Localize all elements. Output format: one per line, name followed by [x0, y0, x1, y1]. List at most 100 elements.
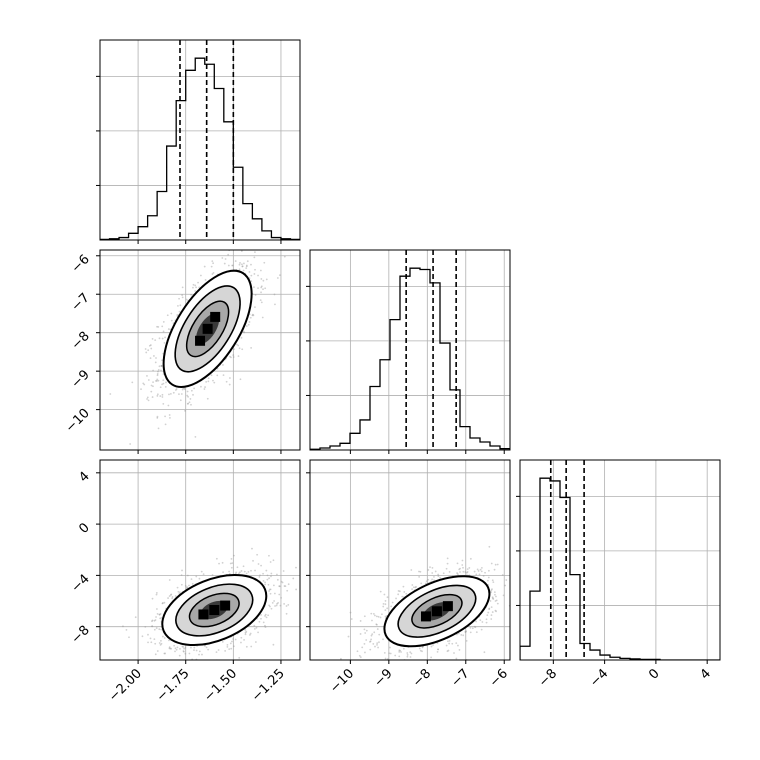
x-tick-label: 4 [698, 666, 714, 682]
scatter-point [151, 337, 154, 340]
density-peak [210, 311, 221, 322]
scatter-point [190, 389, 193, 392]
scatter-point [269, 588, 272, 591]
density-peak [431, 606, 442, 617]
scatter-point [451, 642, 454, 645]
scatter-point [239, 262, 241, 264]
scatter-point [229, 355, 231, 358]
scatter-point [369, 641, 371, 643]
scatter-point [151, 620, 153, 623]
scatter-point [477, 570, 480, 572]
scatter-point [268, 604, 271, 607]
scatter-point [194, 290, 197, 292]
scatter-point [461, 564, 464, 566]
scatter-point [167, 328, 170, 330]
scatter-point [234, 260, 237, 262]
scatter-point [168, 579, 171, 581]
scatter-point [156, 608, 158, 610]
scatter-point [212, 379, 214, 382]
scatter-point [437, 573, 440, 576]
histogram-panel-2 [516, 459, 721, 661]
scatter-point [147, 399, 150, 402]
scatter-point [426, 666, 428, 668]
scatter-point [216, 374, 219, 377]
scatter-point [395, 597, 397, 600]
scatter-point [238, 268, 241, 271]
scatter-point [174, 650, 176, 653]
scatter-point [161, 635, 164, 638]
scatter-point [488, 545, 491, 548]
scatter-panel-2-0 [99, 459, 301, 661]
scatter-point [464, 630, 467, 633]
scatter-point [364, 632, 367, 634]
scatter-point [247, 323, 250, 326]
scatter-point [147, 641, 149, 644]
scatter-point [176, 586, 179, 589]
scatter-point [190, 293, 193, 296]
scatter-point [240, 336, 243, 339]
scatter-point [398, 649, 401, 652]
axes-frame [519, 459, 721, 661]
axes-frame [99, 459, 301, 661]
scatter-point [429, 566, 431, 569]
scatter-point [253, 627, 256, 630]
scatter-point [174, 389, 177, 391]
scatter-point [257, 631, 259, 634]
scatter-point [155, 592, 158, 594]
scatter-point [160, 628, 163, 631]
scatter-point [376, 628, 379, 630]
scatter-point [238, 656, 241, 659]
scatter-point [169, 594, 172, 596]
scatter-point [493, 568, 496, 571]
scatter-point [191, 582, 194, 585]
scatter-point [269, 592, 272, 595]
scatter-point [160, 365, 163, 368]
scatter-point [384, 600, 387, 602]
scatter-point [485, 618, 488, 621]
scatter-point [229, 248, 231, 250]
scatter-point [468, 567, 471, 569]
scatter-point [502, 594, 505, 597]
scatter-point [259, 236, 261, 238]
scatter-point [180, 393, 183, 395]
scatter-point [368, 674, 370, 676]
y-tick-label: 0 [76, 520, 92, 536]
scatter-point [390, 605, 393, 608]
axes-frame [309, 459, 511, 661]
scatter-point [276, 573, 278, 576]
scatter-point [445, 567, 448, 570]
scatter-point [178, 297, 180, 300]
scatter-point [226, 645, 229, 648]
scatter-point [243, 262, 245, 265]
scatter-point [151, 597, 154, 600]
scatter-point [178, 393, 180, 396]
scatter-point [271, 601, 274, 604]
scatter-point [241, 265, 244, 268]
scatter-point [490, 606, 493, 609]
scatter-point [459, 567, 461, 570]
scatter-point [486, 579, 489, 582]
scatter-point [146, 398, 148, 400]
scatter-point [168, 647, 171, 650]
scatter-point [157, 326, 160, 328]
scatter-point [140, 388, 142, 391]
scatter-point [511, 594, 513, 596]
scatter-point [181, 569, 183, 572]
scatter-point [232, 354, 235, 356]
scatter-point [384, 609, 387, 612]
scatter-point [162, 382, 165, 385]
scatter-point [273, 592, 276, 595]
scatter-point [469, 626, 472, 629]
scatter-point [358, 654, 361, 657]
scatter-point [418, 647, 421, 650]
scatter-point [436, 650, 439, 653]
scatter-point [378, 641, 380, 644]
scatter-point [224, 258, 227, 260]
scatter-point [260, 617, 262, 620]
scatter-point [260, 286, 263, 289]
scatter-point [187, 402, 190, 405]
scatter-point [160, 642, 163, 645]
scatter-point [162, 379, 165, 382]
scatter-point [244, 631, 247, 634]
scatter-point [221, 257, 224, 259]
